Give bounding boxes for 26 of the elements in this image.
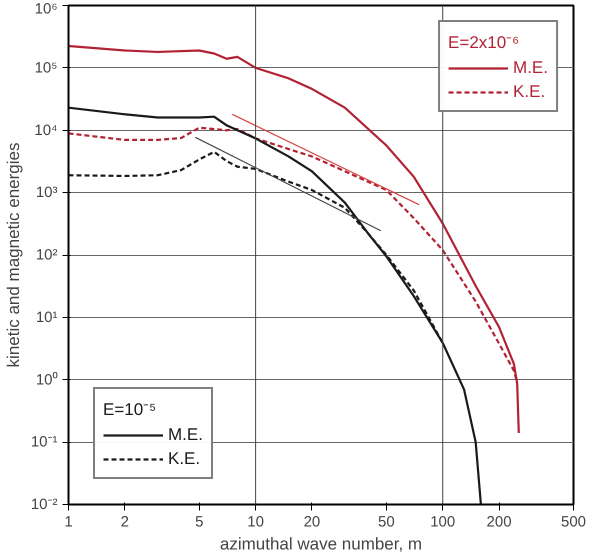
- y-tick-label: 10⁰: [36, 371, 58, 388]
- legend-label: K.E.: [513, 82, 546, 102]
- y-tick-label: 10⁻¹: [30, 434, 58, 451]
- y-tick-label: 10⁴: [34, 122, 58, 139]
- legend-label: M.E.: [168, 425, 203, 445]
- x-tick-label: 1: [64, 514, 73, 530]
- x-tick-label: 100: [430, 514, 456, 530]
- x-tick-label: 50: [378, 514, 395, 530]
- y-tick-label: 10⁵: [34, 59, 58, 76]
- y-tick-label: 10¹: [36, 308, 58, 326]
- x-axis-title: azimuthal wave number, m: [220, 534, 422, 554]
- text: E=2x10⁻⁶: [448, 33, 520, 52]
- x-tick-label: 500: [560, 514, 586, 530]
- x-tick-label: 2: [120, 514, 129, 530]
- legend-label: M.E.: [513, 58, 548, 78]
- text: E=10⁻⁵: [103, 400, 156, 419]
- x-tick-label: 20: [304, 514, 320, 530]
- y-tick-label: 10⁶: [34, 0, 58, 18]
- y-tick-label: 10²: [36, 246, 58, 264]
- y-tick-label: 10³: [36, 184, 58, 202]
- x-tick-label: 200: [486, 514, 512, 530]
- x-tick-label: 5: [195, 514, 204, 530]
- x-tick-label: 10: [247, 514, 264, 530]
- y-tick-label: 10⁻²: [30, 496, 58, 513]
- legend-label: K.E.: [168, 449, 200, 469]
- y-axis-title: kinetic and magnetic energies: [4, 142, 23, 368]
